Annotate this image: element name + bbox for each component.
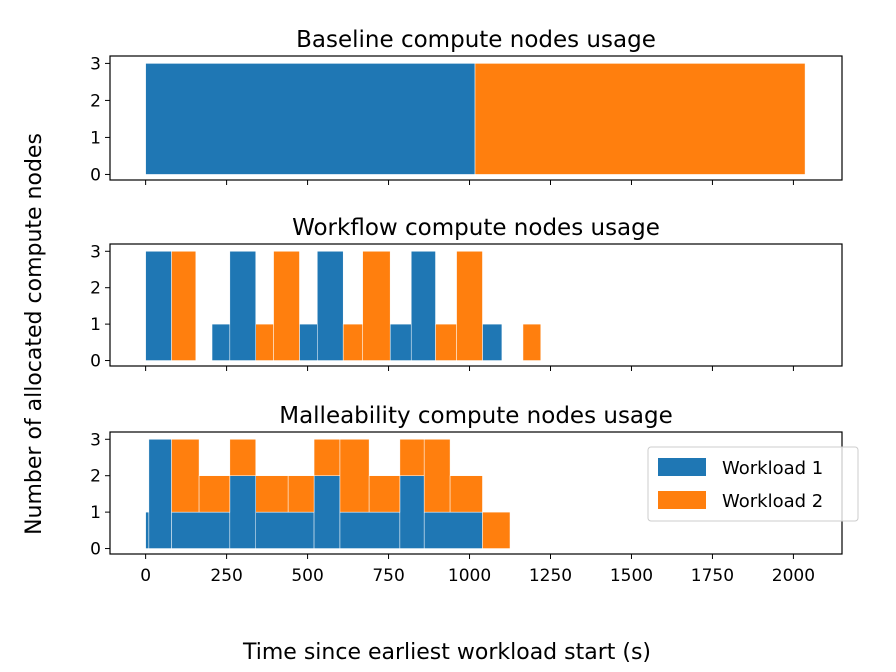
subplot-1: 0 1 2 3 Baseline compute nodes usage: [90, 27, 843, 185]
subplot-3: 0 1 2 3 0 250 500 750 1000 1250 1500 1750 2000 Mallea…: [90, 403, 859, 586]
y-tick-label: 1: [90, 128, 101, 148]
x-tick-label: 1250: [529, 566, 572, 586]
area-segment-1: [145, 63, 476, 175]
subplot-title: Workflow compute nodes usage: [292, 215, 660, 241]
area-segment-2: [313, 439, 341, 476]
area-segment-2: [435, 323, 457, 361]
y-tick-label: 3: [90, 242, 101, 262]
x-axis-label: Time since earliest workload start (s): [242, 640, 651, 665]
subplot-title: Baseline compute nodes usage: [296, 27, 656, 53]
area-segment-2: [342, 323, 363, 361]
y-tick-label: 2: [90, 91, 101, 111]
area-segment-2: [474, 63, 806, 175]
legend-label: Workload 1: [722, 458, 823, 479]
area-segment-2: [456, 251, 483, 361]
area-segment-1: [211, 323, 231, 361]
area-segment-2: [273, 251, 300, 361]
area-segment-1: [229, 251, 257, 361]
y-tick-label: 3: [90, 54, 101, 74]
x-tick-label: 750: [372, 566, 404, 586]
area-segment-1: [389, 323, 412, 361]
area-segment-1: [171, 511, 231, 549]
legend-label: Workload 2: [722, 491, 823, 512]
area-segment-2: [255, 323, 274, 361]
area-segment-1: [339, 511, 401, 549]
area-segment-2: [171, 251, 197, 361]
area-segment-1: [313, 475, 341, 549]
y-tick-label: 1: [90, 315, 101, 335]
axes-frame: [109, 243, 843, 367]
x-tick-label: 250: [210, 566, 242, 586]
y-tick-label: 2: [90, 467, 101, 487]
y-tick-label: 0: [90, 352, 101, 372]
area-segment-2: [482, 511, 511, 549]
subplot-2: 0 1 2 3 Workflow compute nodes usage: [90, 215, 843, 372]
x-tick-label: 500: [291, 566, 323, 586]
area-segment-1: [410, 251, 436, 361]
area-segment-2: [399, 439, 425, 476]
area-segment-1: [299, 323, 318, 361]
y-axis-label: Number of allocated compute nodes: [22, 133, 47, 535]
area-segment-2: [449, 475, 483, 513]
x-tick-label: 1500: [610, 566, 653, 586]
area-segment-2: [368, 475, 401, 513]
area-segment-2: [339, 439, 370, 513]
x-tick-label: 1750: [691, 566, 734, 586]
area-segment-2: [522, 323, 542, 361]
legend-swatch: [658, 458, 706, 476]
area-segment-1: [482, 323, 503, 361]
subplot-title: Malleability compute nodes usage: [279, 403, 673, 429]
area-segment-1: [423, 511, 483, 549]
y-tick-label: 0: [90, 540, 101, 560]
area-segment-1: [145, 251, 172, 361]
area-segment-2: [255, 475, 289, 513]
area-segment-2: [362, 251, 391, 361]
y-tick-label: 0: [90, 165, 101, 185]
y-tick-label: 1: [90, 503, 101, 523]
area-segment-1: [229, 475, 257, 549]
y-tick-label: 2: [90, 279, 101, 299]
area-segment-2: [423, 439, 451, 513]
axes-frame: [109, 55, 843, 181]
area-segment-1: [399, 475, 425, 549]
area-segment-2: [171, 439, 200, 513]
area-segment-2: [229, 439, 257, 476]
area-segment-2: [198, 475, 231, 513]
x-tick-label: 2000: [772, 566, 815, 586]
x-tick-label: 1000: [448, 566, 491, 586]
area-segment-1: [255, 511, 315, 549]
x-tick-label: 0: [140, 566, 151, 586]
y-tick-label: 3: [90, 430, 101, 450]
area-segment-1: [317, 251, 344, 361]
area-segment-1: [148, 439, 172, 549]
area-segment-1: [145, 511, 150, 549]
area-segment-2: [287, 475, 315, 513]
legend-swatch: [658, 491, 706, 509]
